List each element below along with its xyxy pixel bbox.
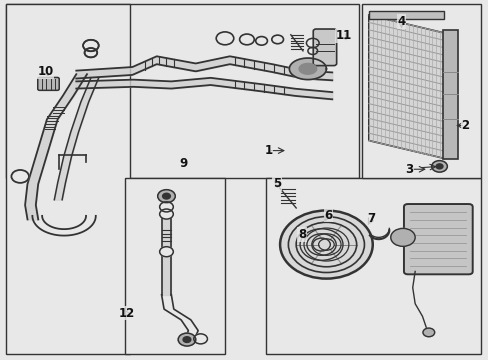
Circle shape xyxy=(158,190,175,203)
Text: 5: 5 xyxy=(272,177,281,190)
Bar xyxy=(361,4,480,178)
Circle shape xyxy=(83,40,99,51)
FancyBboxPatch shape xyxy=(38,77,59,90)
Text: 2: 2 xyxy=(460,119,468,132)
Text: 6: 6 xyxy=(324,209,332,222)
Text: 3: 3 xyxy=(405,163,412,176)
Text: 10: 10 xyxy=(38,65,54,78)
Circle shape xyxy=(193,334,207,344)
Circle shape xyxy=(390,228,414,246)
Text: 1: 1 xyxy=(264,144,272,157)
Circle shape xyxy=(422,328,434,337)
Text: 9: 9 xyxy=(179,157,187,170)
Circle shape xyxy=(159,209,173,219)
Circle shape xyxy=(307,47,317,54)
Bar xyxy=(368,12,444,19)
Text: 8: 8 xyxy=(297,228,305,241)
Bar xyxy=(266,178,480,354)
Circle shape xyxy=(239,34,254,45)
Bar xyxy=(443,30,457,159)
Circle shape xyxy=(255,37,267,45)
FancyBboxPatch shape xyxy=(313,29,336,66)
Text: 7: 7 xyxy=(366,212,375,225)
Text: 12: 12 xyxy=(118,307,134,320)
Circle shape xyxy=(159,202,173,212)
Circle shape xyxy=(280,211,372,279)
Bar xyxy=(5,4,358,178)
Text: 4: 4 xyxy=(397,15,405,28)
Circle shape xyxy=(306,39,319,48)
Circle shape xyxy=(431,161,447,172)
Circle shape xyxy=(159,247,173,257)
Circle shape xyxy=(84,48,97,57)
Bar xyxy=(125,178,224,354)
Polygon shape xyxy=(368,15,444,158)
FancyBboxPatch shape xyxy=(403,204,472,274)
Circle shape xyxy=(162,193,170,199)
Circle shape xyxy=(183,337,190,342)
Circle shape xyxy=(178,333,195,346)
Polygon shape xyxy=(289,58,326,80)
Circle shape xyxy=(271,35,283,44)
Circle shape xyxy=(216,32,233,45)
Circle shape xyxy=(435,164,442,169)
Text: 11: 11 xyxy=(335,29,351,42)
Polygon shape xyxy=(299,63,316,74)
Circle shape xyxy=(11,170,29,183)
Bar xyxy=(5,4,130,354)
